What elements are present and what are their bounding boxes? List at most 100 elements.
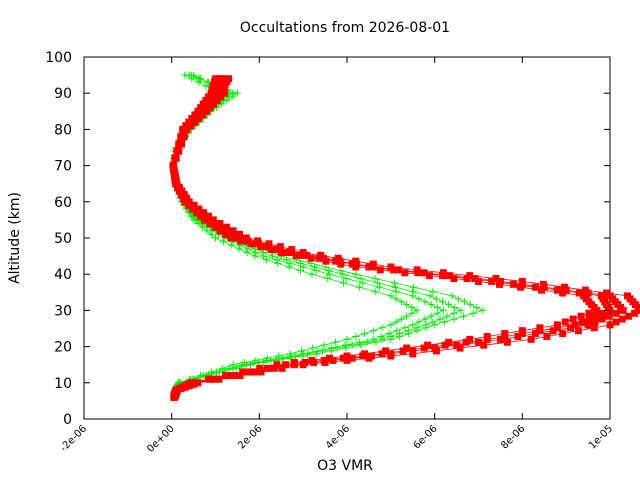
- data-point: [227, 241, 235, 249]
- data-point: [261, 243, 269, 251]
- y-tick-label: 10: [54, 376, 72, 392]
- data-point: [180, 125, 188, 133]
- data-point: [246, 368, 254, 376]
- data-point: [203, 227, 211, 235]
- data-point: [212, 75, 219, 83]
- data-point: [203, 216, 211, 224]
- data-point: [212, 234, 219, 242]
- data-point: [277, 248, 285, 256]
- data-point: [433, 304, 441, 312]
- data-point: [372, 338, 380, 346]
- data-point: [427, 312, 435, 320]
- data-point: [574, 327, 582, 335]
- data-point: [376, 266, 384, 274]
- data-point: [387, 352, 395, 360]
- data-point: [421, 315, 429, 323]
- data-point: [457, 306, 465, 314]
- data-point: [299, 352, 307, 360]
- data-point: [215, 375, 223, 383]
- data-point: [479, 306, 487, 314]
- data-point: [292, 251, 300, 259]
- data-point: [441, 341, 449, 349]
- data-point: [303, 251, 311, 259]
- data-point: [503, 338, 511, 346]
- data-point: [518, 277, 526, 285]
- data-point: [612, 309, 620, 317]
- data-point: [581, 286, 589, 294]
- data-point: [202, 82, 210, 90]
- data-point: [342, 275, 350, 283]
- data-point: [216, 368, 224, 376]
- data-point: [239, 368, 247, 376]
- data-point: [183, 122, 191, 130]
- data-point: [263, 354, 271, 362]
- data-point: [378, 324, 386, 332]
- data-point: [431, 321, 439, 329]
- data-point: [549, 327, 557, 335]
- data-point: [480, 341, 488, 349]
- data-point: [409, 288, 417, 296]
- data-point: [216, 220, 224, 228]
- data-point: [202, 100, 210, 108]
- data-point: [450, 275, 458, 283]
- data-point: [396, 330, 404, 338]
- data-point: [602, 289, 610, 297]
- data-point: [357, 341, 365, 349]
- data-point: [445, 301, 453, 309]
- data-point: [208, 220, 216, 228]
- data-point: [219, 238, 227, 246]
- data-point: [206, 104, 214, 112]
- data-point: [590, 324, 598, 332]
- data-point: [355, 338, 363, 346]
- data-point: [397, 298, 405, 306]
- data-point: [251, 240, 259, 248]
- data-point: [492, 275, 500, 283]
- data-point: [299, 263, 307, 271]
- data-point: [359, 352, 367, 360]
- data-point: [270, 364, 278, 372]
- data-point: [176, 187, 184, 195]
- data-point: [225, 75, 233, 83]
- data-point: [257, 243, 265, 251]
- data-point: [265, 240, 273, 248]
- data-point: [413, 306, 421, 314]
- data-point: [378, 335, 386, 343]
- data-point: [187, 122, 195, 130]
- data-point: [320, 356, 328, 364]
- data-point: [356, 275, 364, 283]
- data-point: [209, 96, 217, 104]
- profile-line: [172, 74, 418, 398]
- data-point: [308, 356, 316, 364]
- data-point: [577, 312, 585, 320]
- data-point: [392, 318, 400, 326]
- data-point: [401, 269, 409, 277]
- data-point: [403, 344, 411, 352]
- data-point: [343, 352, 351, 360]
- data-point: [171, 172, 179, 180]
- data-point: [311, 263, 319, 271]
- data-point: [297, 347, 305, 355]
- series-square: [169, 75, 640, 401]
- y-tick-label: 0: [63, 412, 72, 428]
- data-point: [409, 350, 417, 358]
- data-point: [341, 341, 349, 349]
- data-point: [414, 269, 422, 277]
- data-point: [329, 356, 337, 364]
- data-point: [174, 183, 182, 191]
- data-point: [371, 288, 379, 296]
- data-point: [212, 93, 220, 101]
- data-point: [584, 321, 592, 329]
- data-point: [236, 230, 244, 238]
- data-point: [213, 96, 221, 104]
- data-point: [401, 324, 409, 332]
- data-point: [214, 223, 222, 231]
- data-point: [194, 209, 202, 217]
- data-point: [203, 107, 211, 115]
- data-point: [297, 267, 305, 275]
- data-point: [264, 364, 272, 372]
- data-point: [220, 227, 228, 235]
- data-point: [242, 361, 250, 369]
- data-point: [187, 71, 195, 79]
- data-point: [282, 248, 290, 256]
- data-point: [267, 246, 275, 254]
